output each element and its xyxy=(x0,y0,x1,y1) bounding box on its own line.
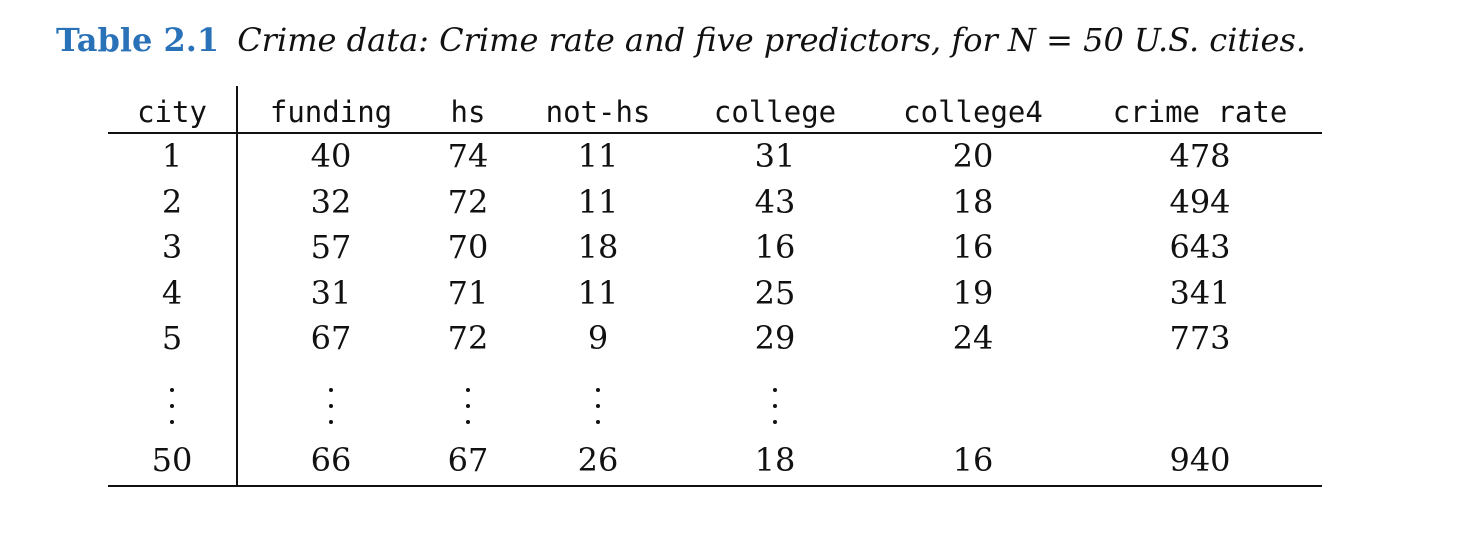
cell-college4: 19 xyxy=(952,274,994,312)
cell-city: 50 xyxy=(151,441,193,479)
cell-crime-rate: 940 xyxy=(1169,441,1231,479)
cell-funding: 66 xyxy=(310,441,352,479)
cell-college4: 18 xyxy=(952,183,994,221)
cell-college: 18 xyxy=(754,441,796,479)
cell-college4: 20 xyxy=(952,137,994,175)
cell-college4: 16 xyxy=(952,228,994,266)
cell-funding: 67 xyxy=(310,319,352,357)
cell-hs: 70 xyxy=(447,228,489,266)
cell-crime-rate: 478 xyxy=(1169,137,1231,175)
column-header-city: city xyxy=(137,95,207,129)
column-header-funding: funding xyxy=(269,95,393,129)
cell-college: 25 xyxy=(754,274,796,312)
cell-not-hs: 9 xyxy=(587,319,609,357)
cell-not-hs: 18 xyxy=(577,228,619,266)
cell-college4: 16 xyxy=(952,441,994,479)
bottom-rule xyxy=(108,485,1322,487)
cell-city: 4 xyxy=(161,274,183,312)
cell-crime-rate: 494 xyxy=(1169,183,1231,221)
cell-hs: 67 xyxy=(447,441,489,479)
table-caption: Table 2.1 Crime data: Crime rate and five… xyxy=(56,20,1306,60)
cell-crime-rate: 643 xyxy=(1169,228,1231,266)
vertical-ellipsis xyxy=(765,384,785,434)
cell-college: 29 xyxy=(754,319,796,357)
cell-funding: 32 xyxy=(310,183,352,221)
cell-college4: 24 xyxy=(952,319,994,357)
cell-funding: 40 xyxy=(310,137,352,175)
cell-hs: 74 xyxy=(447,137,489,175)
cell-college: 43 xyxy=(754,183,796,221)
vertical-ellipsis xyxy=(321,384,341,434)
caption-text: Crime data: Crime rate and five predicto… xyxy=(237,21,1307,59)
column-header-hs: hs xyxy=(450,95,486,129)
cell-hs: 72 xyxy=(447,319,489,357)
column-header-college4: college4 xyxy=(903,95,1043,129)
vertical-ellipsis xyxy=(588,384,608,434)
table-number: Table 2.1 xyxy=(56,21,220,59)
cell-city: 2 xyxy=(161,183,183,221)
cell-city: 5 xyxy=(161,319,183,357)
cell-city: 1 xyxy=(161,137,183,175)
column-header-not-hs: not-hs xyxy=(545,95,651,129)
cell-not-hs: 11 xyxy=(577,183,619,221)
cell-crime-rate: 341 xyxy=(1169,274,1231,312)
header-rule xyxy=(108,132,1322,134)
cell-hs: 72 xyxy=(447,183,489,221)
cell-not-hs: 11 xyxy=(577,137,619,175)
crime-data-table: city funding hs not-hs college college4 … xyxy=(108,86,1322,488)
city-column-divider xyxy=(236,86,238,487)
vertical-ellipsis xyxy=(458,384,478,434)
cell-hs: 71 xyxy=(447,274,489,312)
cell-funding: 57 xyxy=(310,228,352,266)
cell-funding: 31 xyxy=(310,274,352,312)
column-header-college: college xyxy=(713,95,837,129)
cell-college: 31 xyxy=(754,137,796,175)
cell-crime-rate: 773 xyxy=(1169,319,1231,357)
cell-not-hs: 11 xyxy=(577,274,619,312)
cell-city: 3 xyxy=(161,228,183,266)
vertical-ellipsis xyxy=(162,384,182,434)
cell-not-hs: 26 xyxy=(577,441,619,479)
cell-college: 16 xyxy=(754,228,796,266)
column-header-crime-rate: crime rate xyxy=(1112,95,1288,129)
